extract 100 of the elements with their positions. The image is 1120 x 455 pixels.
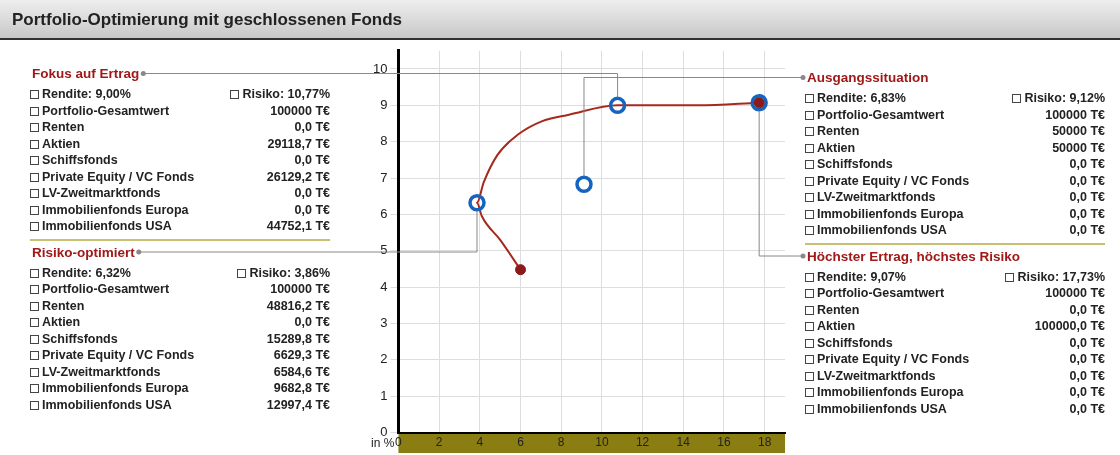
- text: 100000 T€: [1045, 107, 1105, 122]
- text: 50000 T€: [1052, 124, 1105, 138]
- text: Immobilienfonds Europa: [42, 381, 189, 395]
- text: Private Equity / VC Fonds: [817, 173, 970, 188]
- text: Rendite: 6,32%: [42, 265, 131, 280]
- text: Renten: [817, 302, 860, 317]
- y-tick-label: 3: [380, 315, 388, 331]
- x-tick-label: 10: [595, 435, 609, 450]
- text: Renten: [42, 120, 85, 134]
- x-tick-label: 12: [635, 435, 650, 450]
- x-tick-label: 14: [676, 435, 691, 450]
- x-tick-label: 2: [435, 435, 443, 450]
- point: [515, 264, 527, 276]
- text: 100000 T€: [270, 282, 330, 296]
- text: Immobilienfonds USA: [42, 219, 172, 233]
- text: Schiffsfonds: [42, 331, 118, 346]
- text: 0,0 T€: [294, 120, 330, 134]
- text: Renten: [42, 298, 85, 313]
- y-tick-label: 10: [372, 60, 388, 76]
- y-tick-label: 2: [380, 351, 388, 367]
- text: Private Equity / VC Fonds: [817, 352, 970, 366]
- text: 0,0 T€: [294, 153, 330, 167]
- text: 50000 T€: [1052, 140, 1105, 155]
- text: 48816,2 T€: [266, 298, 330, 313]
- y-axis-title: in %: [371, 435, 395, 450]
- text: 6584,6 T€: [273, 364, 330, 379]
- text: 0,0 T€: [1069, 206, 1105, 221]
- text: 0,0 T€: [1069, 401, 1105, 416]
- text: Portfolio-Optimierung mit geschlossenen Fonds: [12, 10, 403, 30]
- text: Private Equity / VC Fonds: [42, 348, 195, 362]
- x-tick-label: 0: [395, 435, 403, 450]
- y-tick-label: 8: [380, 133, 388, 149]
- text: Aktien: [817, 319, 856, 333]
- y-tick-label: 4: [380, 278, 388, 294]
- text: Immobilienfonds USA: [817, 401, 947, 416]
- text: LV-Zweitmarktfonds: [42, 186, 161, 200]
- text: Immobilienfonds Europa: [42, 202, 189, 217]
- text: Rendite: 6,83%: [817, 91, 906, 105]
- text: 12997,4 T€: [266, 397, 330, 412]
- text: Renten: [817, 124, 860, 138]
- text: 0,0 T€: [1069, 385, 1105, 399]
- text: 9682,8 T€: [273, 381, 330, 395]
- y-tick-label: 7: [380, 169, 388, 185]
- annotation: Ausgangssituation: [807, 70, 930, 85]
- text: Schiffsfonds: [817, 157, 893, 171]
- x-tick-label: 18: [757, 435, 772, 450]
- x-tick-label: 8: [557, 435, 565, 450]
- text: Schiffsfonds: [42, 153, 118, 167]
- text: 29118,7 T€: [267, 136, 330, 151]
- point: [608, 96, 627, 115]
- text: 100000 T€: [1045, 286, 1105, 300]
- text: Portfolio-Gesamtwert: [817, 286, 945, 300]
- text: 0,0 T€: [1069, 190, 1105, 204]
- text: 0,0 T€: [1069, 335, 1105, 350]
- text: LV-Zweitmarktfonds: [42, 364, 161, 379]
- annotation: Risiko-optimiert: [32, 244, 136, 260]
- x-tick-label: 16: [717, 435, 731, 450]
- text: 0,0 T€: [294, 202, 330, 217]
- text: 0,0 T€: [1069, 173, 1105, 188]
- text: Rendite: 9,00%: [42, 87, 131, 101]
- y-tick-label: 5: [380, 242, 388, 258]
- text: Risiko: 10,77%: [242, 87, 330, 101]
- text: Immobilienfonds USA: [817, 223, 947, 237]
- text: LV-Zweitmarktfonds: [817, 368, 936, 383]
- annotation: Höchster Ertrag, höchstes Risiko: [807, 248, 1022, 264]
- text: 100000,0 T€: [1034, 319, 1105, 333]
- text: 0,0 T€: [1069, 352, 1105, 366]
- text: 0,0 T€: [294, 186, 330, 200]
- y-tick-label: 1: [380, 387, 388, 403]
- x-tick-label: 6: [517, 435, 525, 450]
- text: Aktien: [42, 136, 81, 151]
- text: Schiffsfonds: [817, 335, 893, 350]
- text: Rendite: 9,07%: [817, 269, 906, 284]
- y-tick-label: 9: [380, 96, 388, 112]
- point: [575, 175, 593, 193]
- text: 0,0 T€: [1069, 302, 1105, 317]
- point: [468, 194, 486, 212]
- text: 0,0 T€: [1069, 157, 1105, 171]
- text: Risiko: 17,73%: [1017, 269, 1105, 284]
- text: Portfolio-Gesamtwert: [817, 107, 945, 122]
- text: 15289,8 T€: [266, 331, 330, 346]
- text: 6629,3 T€: [273, 348, 330, 362]
- text: Immobilienfonds Europa: [817, 385, 964, 399]
- text: Immobilienfonds USA: [42, 397, 172, 412]
- text: Portfolio-Gesamtwert: [42, 103, 170, 118]
- y-tick-label: 6: [380, 206, 388, 222]
- x-tick-label: 4: [476, 435, 484, 450]
- text: 26129,2 T€: [266, 169, 330, 184]
- text: 44752,1 T€: [266, 219, 330, 233]
- text: 0,0 T€: [1069, 368, 1105, 383]
- annotation: Fokus auf Ertrag: [32, 66, 141, 81]
- text: Risiko: 9,12%: [1024, 91, 1105, 105]
- text: Risiko: 3,86%: [249, 265, 330, 280]
- text: Portfolio-Gesamtwert: [42, 282, 170, 296]
- text: 100000 T€: [270, 103, 330, 118]
- text: Aktien: [42, 315, 81, 329]
- text: 0,0 T€: [294, 315, 330, 329]
- text: LV-Zweitmarktfonds: [817, 190, 936, 204]
- text: 0,0 T€: [1069, 223, 1105, 237]
- text: Private Equity / VC Fonds: [42, 169, 195, 184]
